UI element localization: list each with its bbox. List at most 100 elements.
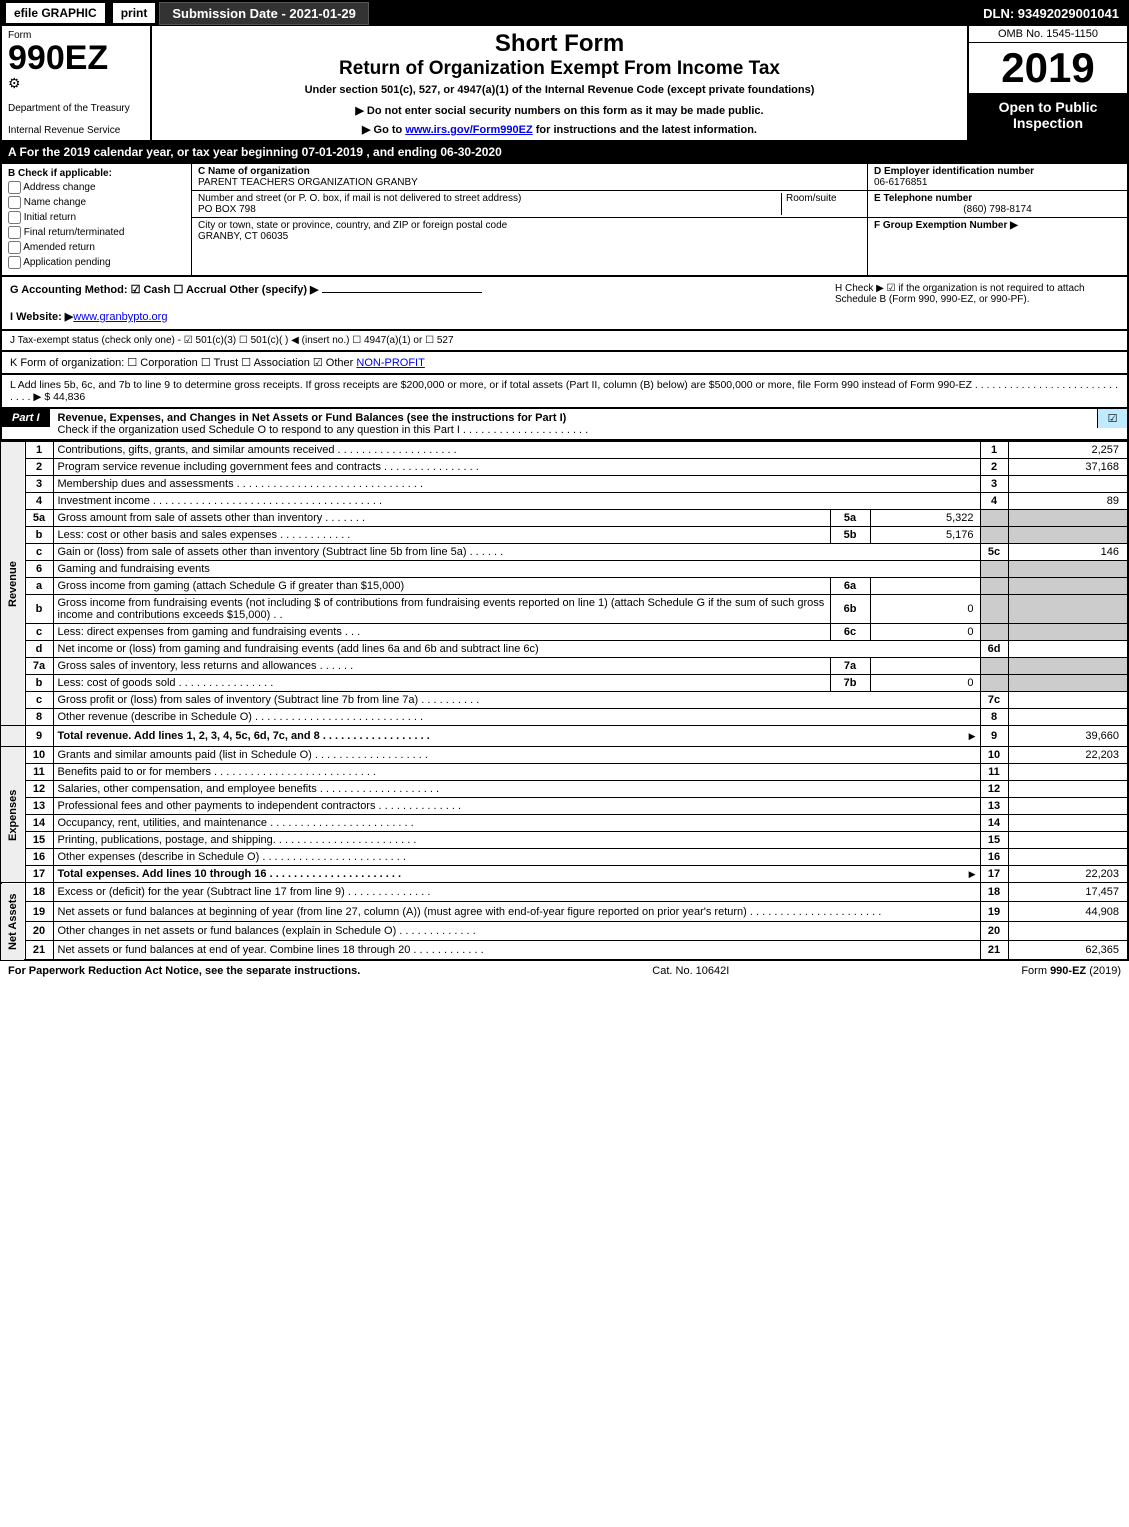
c-name-label: C Name of organization <box>198 166 310 177</box>
c-addr: PO BOX 798 <box>198 204 256 215</box>
chk-name-change[interactable] <box>8 196 21 209</box>
d-label: D Employer identification number <box>874 166 1034 177</box>
row-6a-ival <box>870 578 980 595</box>
side-revenue: Revenue <box>1 442 25 726</box>
block-gh: G Accounting Method: ☑ Cash ☐ Accrual Ot… <box>0 277 1129 331</box>
row-16-val <box>1008 849 1128 866</box>
row-14-text: Occupancy, rent, utilities, and maintena… <box>53 815 980 832</box>
ssn-warning: ▶ Do not enter social security numbers o… <box>160 104 959 117</box>
line-h: H Check ▶ ☑ if the organization is not r… <box>827 277 1127 329</box>
top-bar: efile GRAPHIC print Submission Date - 20… <box>0 0 1129 26</box>
form-number: 990EZ <box>8 41 144 75</box>
e-phone: (860) 798-8174 <box>874 204 1121 215</box>
row-20-val <box>1008 921 1128 940</box>
title-short-form: Short Form <box>160 30 959 58</box>
row-14-val <box>1008 815 1128 832</box>
row-21-val: 62,365 <box>1008 941 1128 961</box>
line-g: G Accounting Method: ☑ Cash ☐ Accrual Ot… <box>10 283 819 296</box>
website-link[interactable]: www.granbypto.org <box>73 311 167 323</box>
row-5b-ival: 5,176 <box>870 527 980 544</box>
row-12-val <box>1008 781 1128 798</box>
row-1-text: Contributions, gifts, grants, and simila… <box>53 442 980 459</box>
goto-link[interactable]: www.irs.gov/Form990EZ <box>405 124 532 136</box>
lbl-initial-return: Initial return <box>24 212 76 223</box>
submission-date: Submission Date - 2021-01-29 <box>159 2 369 25</box>
line-a-tax-year: A For the 2019 calendar year, or tax yea… <box>0 142 1129 164</box>
header-center: Short Form Return of Organization Exempt… <box>152 26 967 140</box>
k-link[interactable]: NON-PROFIT <box>356 357 424 369</box>
chk-app-pending[interactable] <box>8 256 21 269</box>
form-header: Form 990EZ ⚙ Department of the Treasury … <box>0 26 1129 142</box>
goto-pre: ▶ Go to <box>362 124 405 136</box>
chk-amended[interactable] <box>8 241 21 254</box>
chk-initial-return[interactable] <box>8 211 21 224</box>
row-9-text: Total revenue. Add lines 1, 2, 3, 4, 5c,… <box>53 726 980 747</box>
row-21-text: Net assets or fund balances at end of ye… <box>53 941 980 961</box>
e-label: E Telephone number <box>874 193 972 204</box>
subtitle-section: Under section 501(c), 527, or 4947(a)(1)… <box>160 84 959 96</box>
row-4-text: Investment income . . . . . . . . . . . … <box>53 493 980 510</box>
print-button[interactable]: print <box>113 3 156 23</box>
irs-label: Internal Revenue Service <box>8 125 144 136</box>
c-org-name: PARENT TEACHERS ORGANIZATION GRANBY <box>198 177 418 188</box>
row-13-text: Professional fees and other payments to … <box>53 798 980 815</box>
row-8-text: Other revenue (describe in Schedule O) .… <box>53 709 980 726</box>
chk-address-change[interactable] <box>8 181 21 194</box>
row-11-val <box>1008 764 1128 781</box>
row-11-text: Benefits paid to or for members . . . . … <box>53 764 980 781</box>
row-16-text: Other expenses (describe in Schedule O) … <box>53 849 980 866</box>
row-6d-text: Net income or (loss) from gaming and fun… <box>53 641 980 658</box>
block-c: C Name of organizationPARENT TEACHERS OR… <box>192 164 867 275</box>
row-17-val: 22,203 <box>1008 866 1128 883</box>
c-city-label: City or town, state or province, country… <box>198 220 507 231</box>
c-room-label: Room/suite <box>781 193 861 215</box>
row-3-val <box>1008 476 1128 493</box>
header-left: Form 990EZ ⚙ Department of the Treasury … <box>2 26 152 140</box>
row-1-val: 2,257 <box>1008 442 1128 459</box>
dln-label: DLN: 93492029001041 <box>983 6 1127 21</box>
row-6a-text: Gross income from gaming (attach Schedul… <box>53 578 830 595</box>
row-6b-ival: 0 <box>870 595 980 624</box>
row-13-val <box>1008 798 1128 815</box>
row-7c-text: Gross profit or (loss) from sales of inv… <box>53 692 980 709</box>
part1-desc: Revenue, Expenses, and Changes in Net As… <box>50 409 1097 439</box>
row-5b-text: Less: cost or other basis and sales expe… <box>53 527 830 544</box>
row-15-val <box>1008 832 1128 849</box>
row-5a-ival: 5,322 <box>870 510 980 527</box>
lbl-final-return: Final return/terminated <box>24 227 125 238</box>
line-k: K Form of organization: ☐ Corporation ☐ … <box>0 352 1129 375</box>
block-b: B Check if applicable: Address change Na… <box>2 164 192 275</box>
footer-catno: Cat. No. 10642I <box>652 965 729 977</box>
row-17-text: Total expenses. Add lines 10 through 16 … <box>53 866 980 883</box>
row-6c-ival: 0 <box>870 624 980 641</box>
title-return: Return of Organization Exempt From Incom… <box>160 58 959 80</box>
omb-number: OMB No. 1545-1150 <box>969 26 1127 43</box>
page-footer: For Paperwork Reduction Act Notice, see … <box>0 961 1129 981</box>
part1-header: Part I Revenue, Expenses, and Changes in… <box>0 409 1129 441</box>
header-right: OMB No. 1545-1150 2019 Open to Public In… <box>967 26 1127 140</box>
c-city: GRANBY, CT 06035 <box>198 231 288 242</box>
row-7a-ival <box>870 658 980 675</box>
row-8-val <box>1008 709 1128 726</box>
tax-year: 2019 <box>969 43 1127 93</box>
row-6b-text: Gross income from fundraising events (no… <box>53 595 830 624</box>
row-7b-ival: 0 <box>870 675 980 692</box>
block-bcdef: B Check if applicable: Address change Na… <box>0 164 1129 277</box>
chk-final-return[interactable] <box>8 226 21 239</box>
part1-check[interactable]: ☑ <box>1097 409 1127 428</box>
footer-paperwork: For Paperwork Reduction Act Notice, see … <box>8 965 360 977</box>
goto-line: ▶ Go to www.irs.gov/Form990EZ for instru… <box>160 123 959 136</box>
row-19-val: 44,908 <box>1008 902 1128 921</box>
row-5a-text: Gross amount from sale of assets other t… <box>53 510 830 527</box>
row-18-text: Excess or (deficit) for the year (Subtra… <box>53 883 980 902</box>
efile-label: efile GRAPHIC <box>6 3 105 23</box>
row-5c-text: Gain or (loss) from sale of assets other… <box>53 544 980 561</box>
lbl-app-pending: Application pending <box>23 257 110 268</box>
c-addr-label: Number and street (or P. O. box, if mail… <box>198 193 521 204</box>
row-6c-text: Less: direct expenses from gaming and fu… <box>53 624 830 641</box>
row-12-text: Salaries, other compensation, and employ… <box>53 781 980 798</box>
row-6d-val <box>1008 641 1128 658</box>
dept-treasury: Department of the Treasury <box>8 103 144 114</box>
lbl-name-change: Name change <box>24 197 86 208</box>
part1-label: Part I <box>2 409 50 427</box>
